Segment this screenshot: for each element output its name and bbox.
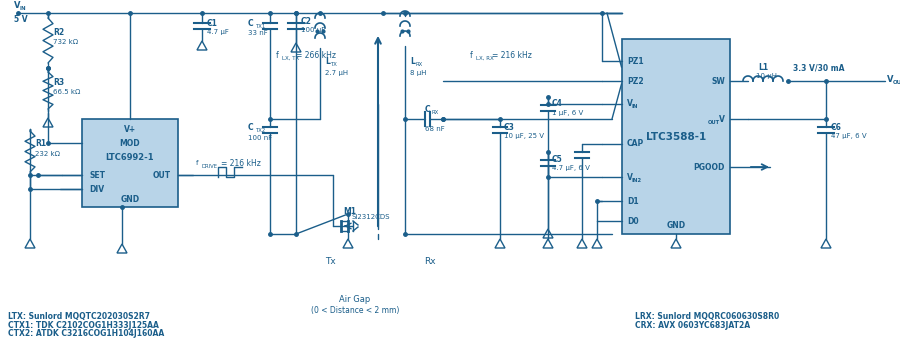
Text: 4.7 μF: 4.7 μF: [207, 29, 229, 35]
Text: Rx: Rx: [424, 257, 436, 265]
Text: C2: C2: [301, 17, 312, 25]
Text: C1: C1: [207, 19, 218, 27]
Text: 4.7 μF, 6 V: 4.7 μF, 6 V: [552, 165, 590, 171]
Text: LTC6992-1: LTC6992-1: [105, 153, 154, 161]
Text: V: V: [627, 100, 633, 108]
Text: 232 kΩ: 232 kΩ: [35, 151, 60, 157]
Text: 66.5 kΩ: 66.5 kΩ: [53, 89, 80, 96]
Text: LRX: Sunlord MQQRC060630S8R0: LRX: Sunlord MQQRC060630S8R0: [635, 313, 779, 321]
Text: IN2: IN2: [632, 178, 642, 182]
Text: LTC3588-1: LTC3588-1: [646, 132, 706, 141]
Text: D0: D0: [627, 217, 639, 225]
Text: (0 < Distance < 2 mm): (0 < Distance < 2 mm): [310, 306, 400, 316]
Text: f: f: [276, 51, 279, 60]
Text: C4: C4: [552, 100, 562, 108]
Text: L: L: [410, 57, 415, 65]
Text: V: V: [887, 76, 894, 84]
Text: 100 μF: 100 μF: [301, 27, 325, 33]
Text: TX1: TX1: [256, 23, 266, 28]
Text: V: V: [14, 0, 21, 9]
Text: 3.3 V/30 mA: 3.3 V/30 mA: [793, 63, 844, 73]
Text: 732 kΩ: 732 kΩ: [53, 40, 78, 45]
Text: Tx: Tx: [325, 257, 336, 265]
Text: V+: V+: [124, 124, 136, 134]
Text: CTX1: TDK C2102COG1H333J125AA: CTX1: TDK C2102COG1H333J125AA: [8, 320, 159, 330]
Text: IN: IN: [632, 104, 638, 109]
Text: = 266 kHz: = 266 kHz: [296, 51, 336, 60]
Text: TX: TX: [331, 61, 338, 66]
Text: PZ1: PZ1: [627, 57, 644, 65]
Text: M1: M1: [343, 207, 356, 217]
Bar: [622, 39, 730, 234]
Text: PZ2: PZ2: [627, 77, 644, 85]
Text: OUT: OUT: [708, 120, 720, 124]
Text: = 216 kHz: = 216 kHz: [492, 51, 532, 60]
Text: R1: R1: [35, 139, 46, 148]
Text: 5 V: 5 V: [14, 15, 28, 23]
Text: f: f: [196, 160, 199, 166]
Text: 100 nF: 100 nF: [248, 135, 272, 141]
Text: DRIVE: DRIVE: [201, 163, 217, 168]
Text: RX: RX: [416, 61, 423, 66]
Text: L1: L1: [758, 63, 768, 73]
Text: IN: IN: [20, 5, 27, 11]
Text: V: V: [719, 115, 725, 123]
Text: L: L: [325, 57, 330, 65]
Text: LTX: Sunlord MQQTC202030S2R7: LTX: Sunlord MQQTC202030S2R7: [8, 313, 150, 321]
Text: OUT: OUT: [893, 80, 900, 85]
Text: Si2312CDS: Si2312CDS: [351, 214, 390, 220]
Text: C3: C3: [504, 122, 515, 132]
Text: SET: SET: [89, 171, 105, 179]
Text: D1: D1: [627, 197, 639, 205]
Text: Air Gap: Air Gap: [339, 295, 371, 303]
Text: CRX: AVX 0603YC683JAT2A: CRX: AVX 0603YC683JAT2A: [635, 320, 750, 330]
Text: R3: R3: [53, 78, 64, 87]
Text: C6: C6: [831, 122, 842, 132]
Text: C: C: [248, 122, 254, 132]
Text: PGOOD: PGOOD: [694, 162, 725, 172]
Text: C5: C5: [552, 155, 562, 163]
Text: 8 μH: 8 μH: [410, 70, 427, 76]
Text: 10 μH: 10 μH: [756, 73, 777, 79]
Text: MOD: MOD: [120, 139, 140, 147]
Text: 33 nF: 33 nF: [248, 30, 268, 36]
Text: SW: SW: [711, 77, 725, 85]
Text: GND: GND: [121, 196, 140, 204]
Text: C: C: [425, 104, 430, 114]
Text: OUT: OUT: [153, 171, 171, 179]
Text: CTX2: ATDK C3216COG1H104J160AA: CTX2: ATDK C3216COG1H104J160AA: [8, 328, 164, 338]
Text: 1 μF, 6 V: 1 μF, 6 V: [552, 110, 583, 116]
Text: LX, RX: LX, RX: [476, 56, 494, 60]
Text: 10 μF, 25 V: 10 μF, 25 V: [504, 133, 544, 139]
Bar: [82, 119, 178, 207]
Text: 47 μF, 6 V: 47 μF, 6 V: [831, 133, 867, 139]
Text: LX, TX: LX, TX: [282, 56, 299, 60]
Text: RX: RX: [432, 109, 439, 115]
Text: V: V: [627, 173, 633, 181]
Text: DIV: DIV: [89, 184, 104, 194]
Text: CAP: CAP: [627, 140, 644, 148]
Text: = 216 kHz: = 216 kHz: [221, 159, 261, 167]
Text: 68 nF: 68 nF: [425, 126, 445, 132]
Text: 2.7 μH: 2.7 μH: [325, 70, 348, 76]
Text: TX2: TX2: [256, 127, 266, 133]
Text: C: C: [248, 19, 254, 27]
Text: f: f: [470, 51, 472, 60]
Text: R2: R2: [53, 28, 64, 37]
Text: GND: GND: [666, 221, 686, 231]
